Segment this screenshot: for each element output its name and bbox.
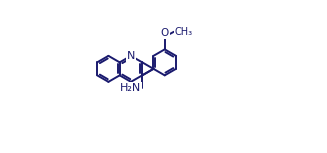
Text: O: O — [161, 28, 169, 38]
Text: CH₃: CH₃ — [175, 27, 193, 37]
Text: H₂N: H₂N — [120, 83, 142, 93]
Text: N: N — [127, 51, 135, 61]
